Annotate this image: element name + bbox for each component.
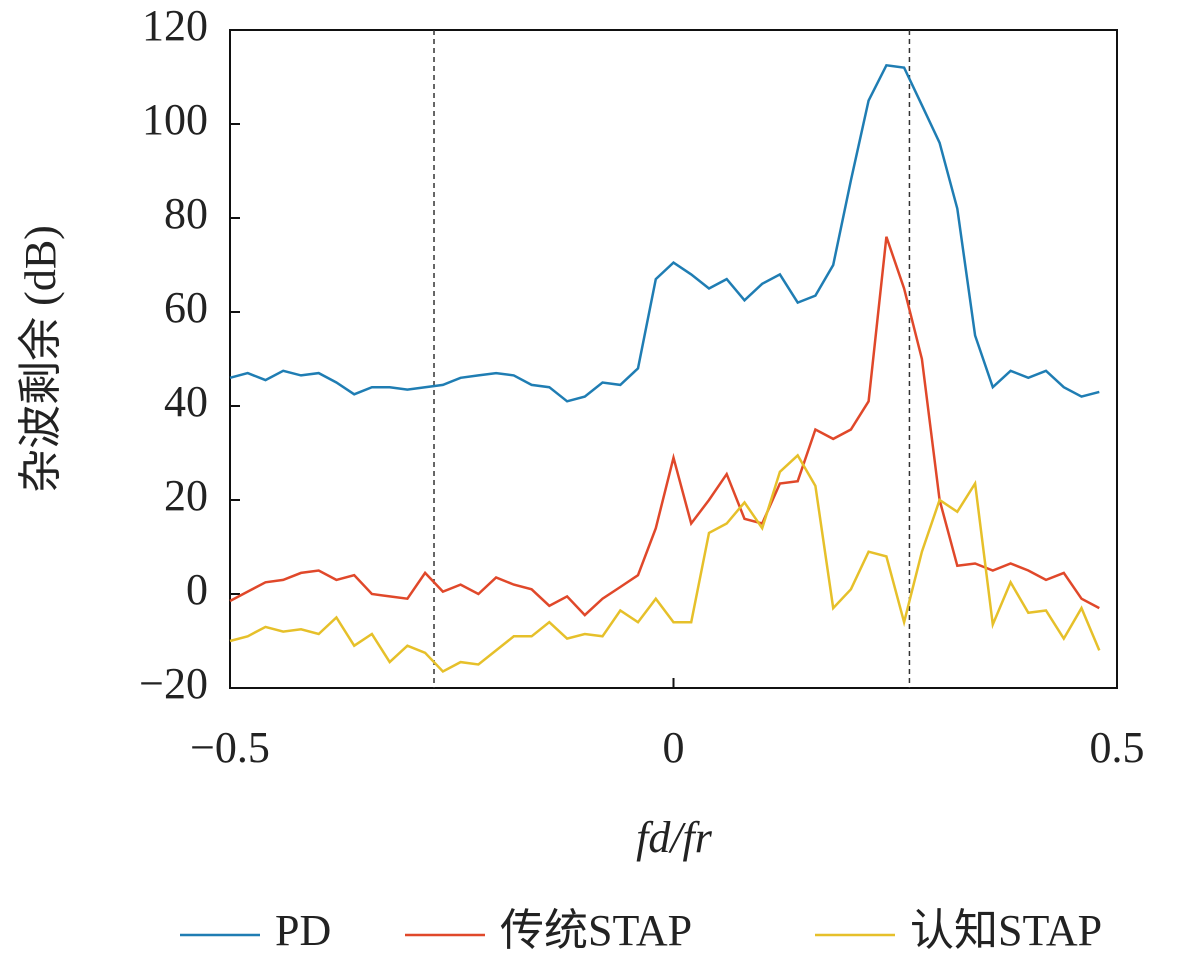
y-tick-label: 60 bbox=[164, 283, 208, 332]
x-tick-label: 0 bbox=[663, 723, 685, 772]
y-tick-label: 40 bbox=[164, 377, 208, 426]
y-tick-label: −20 bbox=[139, 659, 208, 708]
x-tick-label: −0.5 bbox=[190, 723, 270, 772]
legend-label: 认知STAP bbox=[910, 906, 1102, 955]
y-tick-label: 80 bbox=[164, 189, 208, 238]
x-axis-label: fd/fr bbox=[636, 813, 713, 862]
legend-label: 传统STAP bbox=[500, 906, 692, 955]
data-line bbox=[229, 236, 1100, 617]
y-tick-label: 20 bbox=[164, 471, 208, 520]
y-axis-label: 杂波剩余 (dB) bbox=[16, 225, 65, 493]
data-line bbox=[229, 63, 1100, 403]
y-tick-label: 100 bbox=[142, 95, 208, 144]
y-tick-label: 120 bbox=[142, 1, 208, 50]
data-line bbox=[229, 453, 1101, 674]
legend-label: PD bbox=[275, 906, 331, 955]
y-tick-label: 0 bbox=[186, 565, 208, 614]
x-tick-label: 0.5 bbox=[1090, 723, 1145, 772]
